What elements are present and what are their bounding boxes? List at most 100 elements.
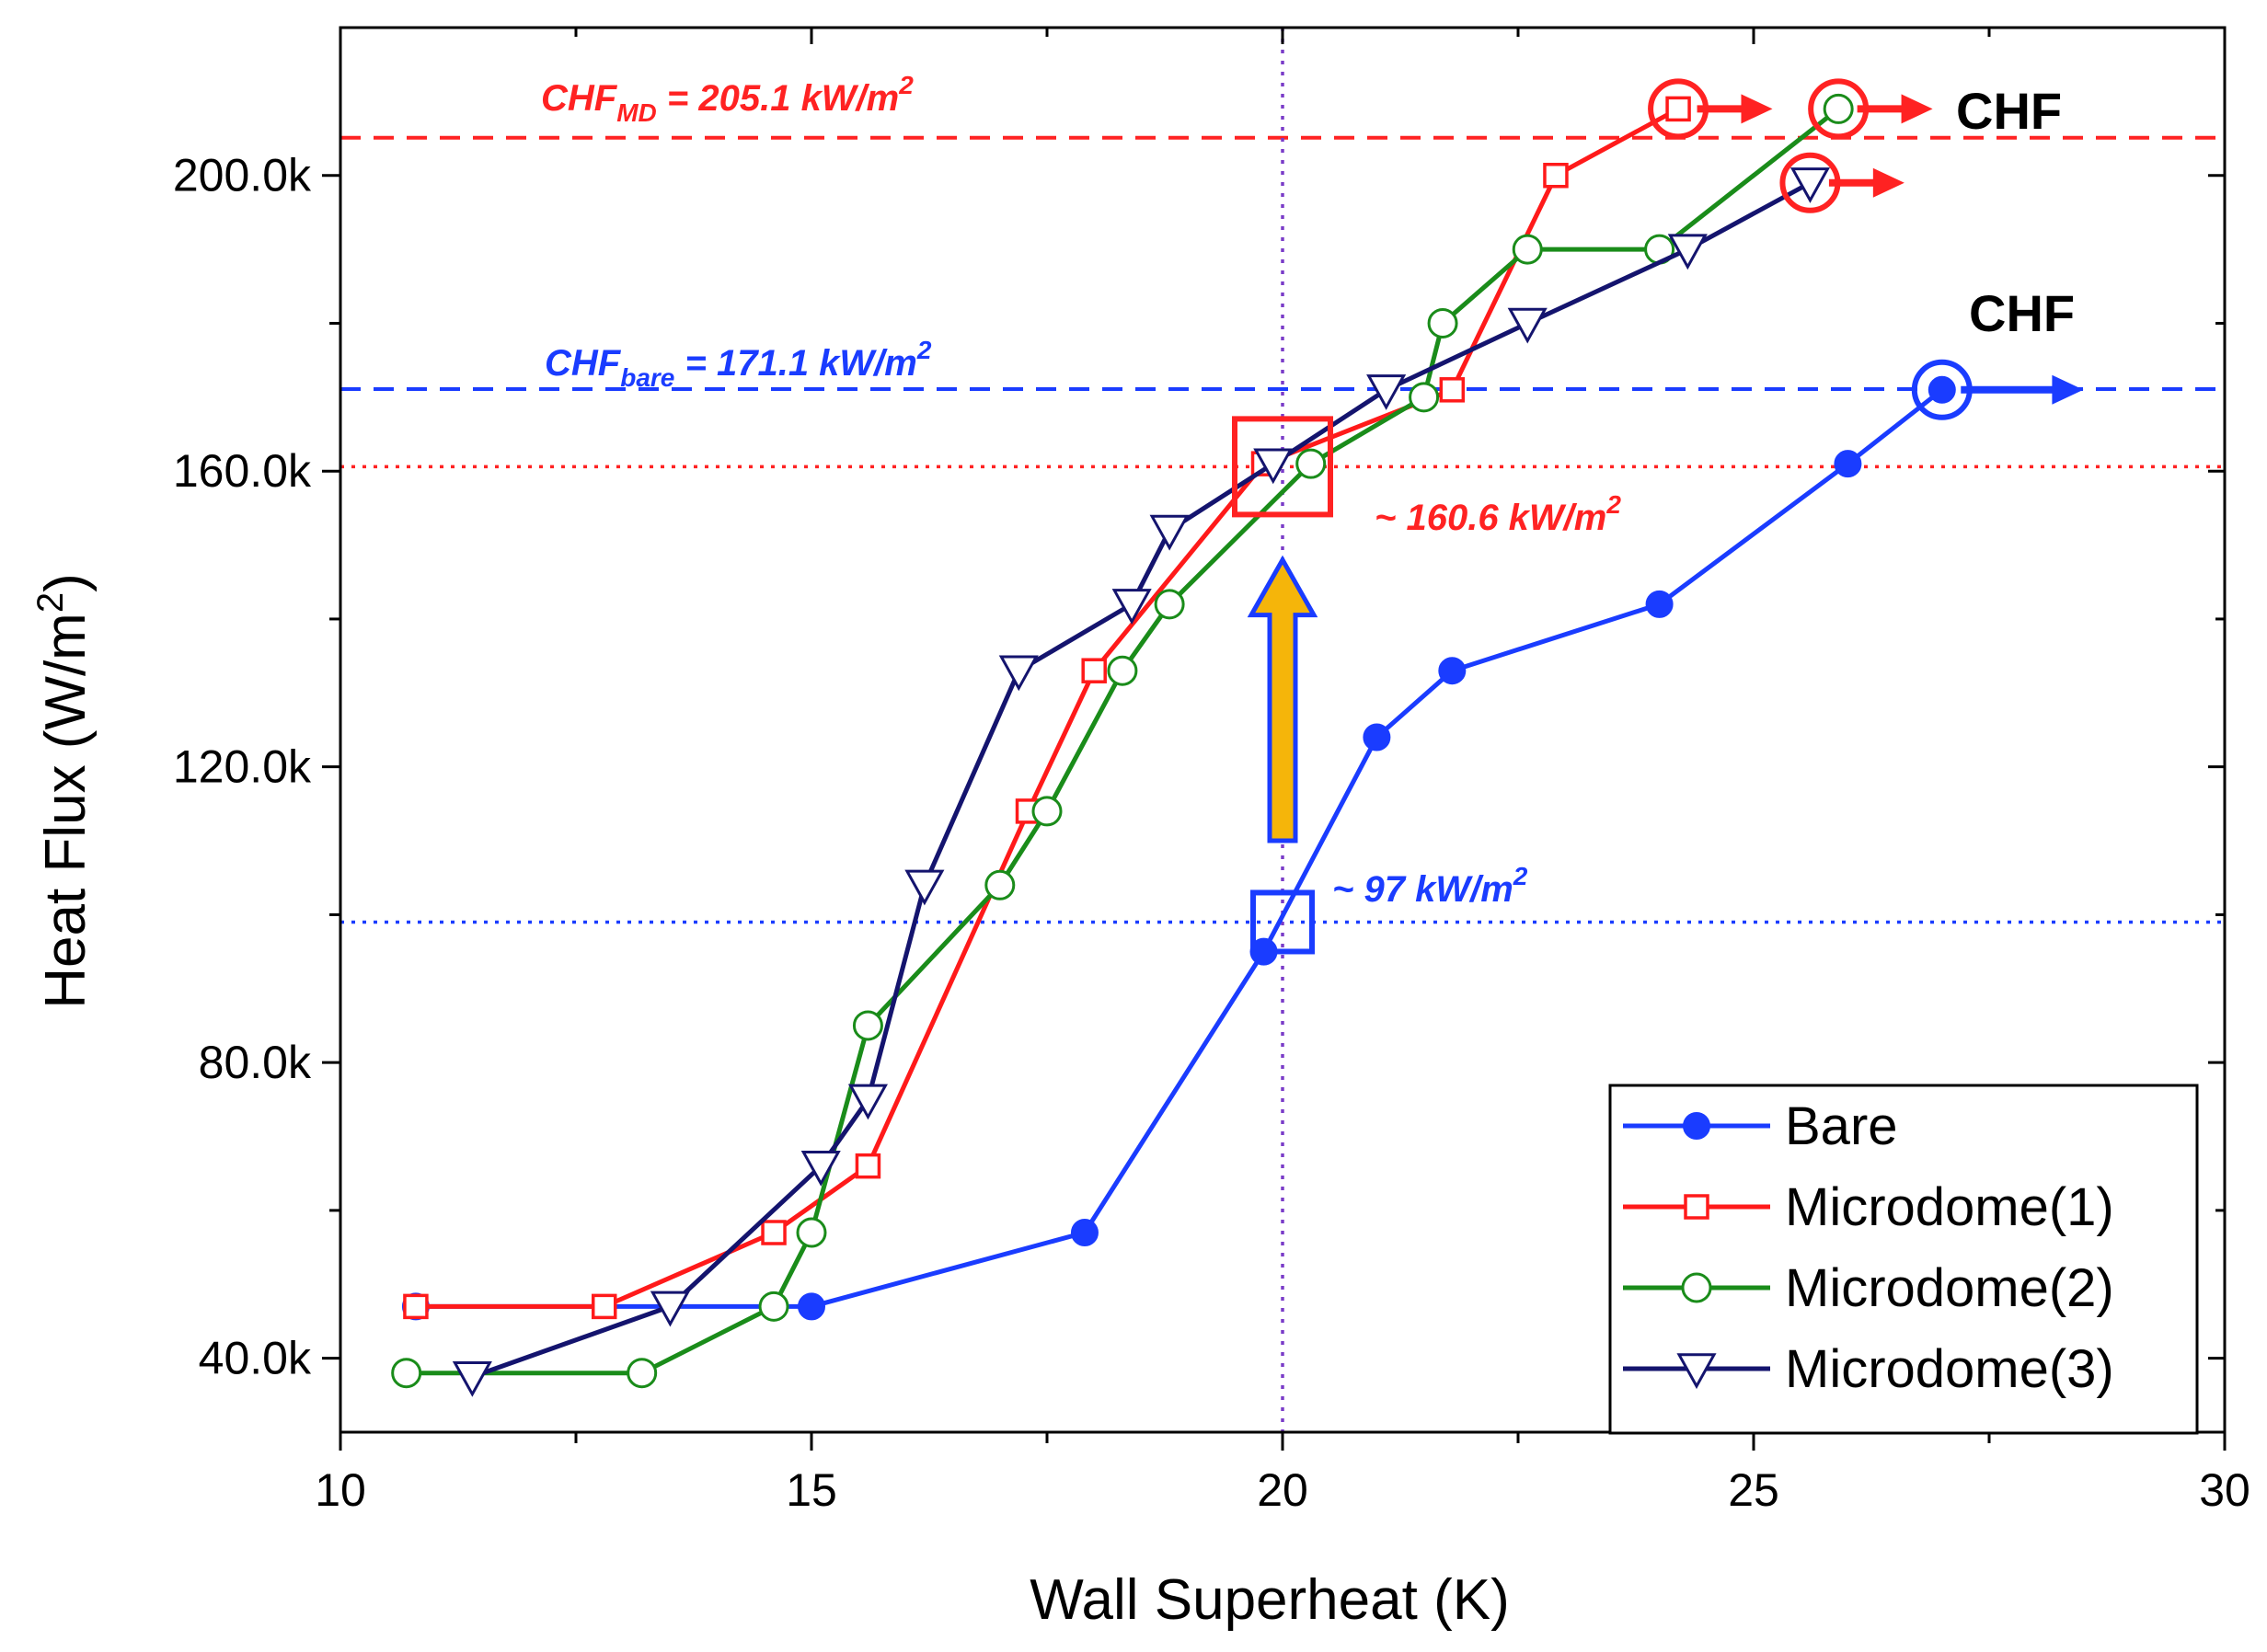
data-point-2-9 xyxy=(1295,448,1327,479)
legend-box xyxy=(1608,1084,2199,1435)
data-point-1-1 xyxy=(591,1293,617,1320)
legend-item-2: Microdome(2) xyxy=(1623,1258,2114,1318)
data-point-1-9 xyxy=(1665,96,1691,122)
y-tick-label-0: 40.0k xyxy=(199,1333,312,1384)
chf-arrow-head-1 xyxy=(1901,94,1933,124)
chf-arrow-head-3 xyxy=(2052,374,2084,405)
block-arrow xyxy=(1247,555,1318,843)
axes: 10 15 20 25 30 40.0k 80.0k 120.0k 160.0k 200.0k xyxy=(173,26,2250,1516)
legend-label-0: Bare xyxy=(1785,1096,1898,1156)
series-layer xyxy=(391,93,1956,1397)
series-microdome3 xyxy=(452,167,1830,1397)
legend-item-1: Microdome(1) xyxy=(1623,1177,2114,1237)
data-point-3-7 xyxy=(1149,514,1190,551)
x-tick-label-0: 10 xyxy=(315,1464,366,1516)
chf-bare-sub: bare xyxy=(620,363,674,392)
chf-md-sup: 2 xyxy=(898,71,914,99)
data-point-2-5 xyxy=(984,869,1016,901)
y-tick-label-3: 160.0k xyxy=(173,445,312,497)
data-point-1-8 xyxy=(1543,162,1569,189)
legend: Bare Microdome(1) Microdome(2) Microdome(3) xyxy=(1608,1084,2199,1435)
legend-swatch-marker-3 xyxy=(1676,1353,1717,1390)
data-point-3-10 xyxy=(1507,307,1548,344)
y-axis-title: Heat Flux (W/m2) xyxy=(30,573,98,1009)
data-point-2-14 xyxy=(1823,93,1854,124)
chf-arrow-0 xyxy=(1697,94,1773,124)
highlight-square-0 xyxy=(1232,416,1333,518)
data-point-1-0 xyxy=(403,1293,429,1320)
series-line-1 xyxy=(415,107,1680,1309)
highlight-square-1 xyxy=(1250,889,1315,955)
legend-item-0: Bare xyxy=(1623,1096,1898,1156)
data-point-2-3 xyxy=(796,1217,827,1248)
data-point-3-1 xyxy=(650,1291,690,1327)
legend-item-3: Microdome(3) xyxy=(1623,1339,2114,1399)
y-axis-title-sup: 2 xyxy=(30,592,71,613)
data-point-0-7 xyxy=(1834,450,1862,478)
data-point-2-8 xyxy=(1154,589,1185,620)
data-point-2-12 xyxy=(1512,234,1543,265)
legend-swatch-marker-2 xyxy=(1681,1272,1712,1303)
y-tick-label-2: 120.0k xyxy=(173,741,312,793)
chf-bare-main: CHF xyxy=(545,343,622,384)
legend-label-3: Microdome(3) xyxy=(1785,1339,2114,1399)
flux-bare-text: ~ 97 kW/m xyxy=(1332,869,1513,910)
chf-arrow-1 xyxy=(1857,94,1933,124)
chf-bare-rest: = 171.1 kW/m xyxy=(674,343,916,384)
y-axis-title-end: ) xyxy=(34,573,98,592)
data-point-3-8 xyxy=(1253,448,1294,485)
data-point-2-7 xyxy=(1107,655,1138,686)
chf-md-sub: MD xyxy=(616,98,657,127)
data-point-3-9 xyxy=(1366,374,1407,410)
x-tick-label-1: 15 xyxy=(786,1464,837,1516)
data-point-0-4 xyxy=(1363,723,1391,751)
chf-label-bare: CHF xyxy=(1969,284,2075,342)
chf-arrow-head-0 xyxy=(1741,94,1773,124)
chf-bare-annotation: CHFbare = 171.1 kW/m2 xyxy=(545,336,932,392)
chf-arrow-3 xyxy=(1961,374,2084,405)
data-point-0-2 xyxy=(1070,1219,1099,1247)
chf-md-annotation: CHFMD = 205.1 kW/m2 xyxy=(541,71,914,127)
data-point-3-12 xyxy=(1789,167,1830,203)
data-point-3-2 xyxy=(800,1150,841,1187)
y-tick-label-4: 200.0k xyxy=(173,150,312,201)
flux-bare-sup: 2 xyxy=(1513,862,1528,890)
legend-swatch-marker-0 xyxy=(1683,1112,1710,1140)
data-point-2-11 xyxy=(1427,307,1458,338)
data-point-2-4 xyxy=(852,1010,883,1041)
legend-swatch-marker-1 xyxy=(1684,1194,1709,1220)
legend-label-2: Microdome(2) xyxy=(1785,1258,2114,1318)
flux-md-sup: 2 xyxy=(1605,490,1621,519)
chf-md-main: CHF xyxy=(541,78,618,119)
x-tick-label-4: 30 xyxy=(2199,1464,2250,1516)
data-point-0-5 xyxy=(1438,657,1467,685)
data-point-2-10 xyxy=(1409,382,1440,413)
flux-md-text: ~ 160.6 kW/m xyxy=(1375,498,1606,538)
arrow-layer xyxy=(1247,94,2084,843)
chf-md-rest: = 205.1 kW/m xyxy=(657,78,899,119)
data-point-0-6 xyxy=(1645,590,1674,618)
legend-label-1: Microdome(1) xyxy=(1785,1177,2114,1237)
y-axis-title-main: Heat Flux (W/m xyxy=(34,613,98,1009)
data-point-0-8 xyxy=(1928,375,1956,404)
chf-bare-sup: 2 xyxy=(916,336,932,364)
data-point-3-6 xyxy=(1111,589,1152,625)
data-point-3-0 xyxy=(452,1361,492,1397)
data-point-1-5 xyxy=(1081,658,1107,683)
series-microdome1 xyxy=(403,96,1691,1320)
data-point-2-1 xyxy=(627,1358,658,1389)
data-point-2-6 xyxy=(1031,796,1063,827)
data-point-1-2 xyxy=(761,1220,787,1245)
x-axis-title: Wall Superheat (K) xyxy=(1030,1568,1509,1632)
data-point-2-2 xyxy=(758,1291,789,1322)
y-tick-label-1: 80.0k xyxy=(199,1037,312,1088)
flux-bare-annotation: ~ 97 kW/m2 xyxy=(1332,862,1528,910)
data-point-3-11 xyxy=(1667,234,1708,270)
data-point-1-3 xyxy=(855,1153,881,1179)
chf-arrow-head-2 xyxy=(1872,167,1905,198)
x-tick-label-3: 25 xyxy=(1728,1464,1779,1516)
data-point-3-4 xyxy=(904,869,945,906)
chf-label-top: CHF xyxy=(1956,82,2062,140)
chf-arrow-2 xyxy=(1828,167,1905,198)
